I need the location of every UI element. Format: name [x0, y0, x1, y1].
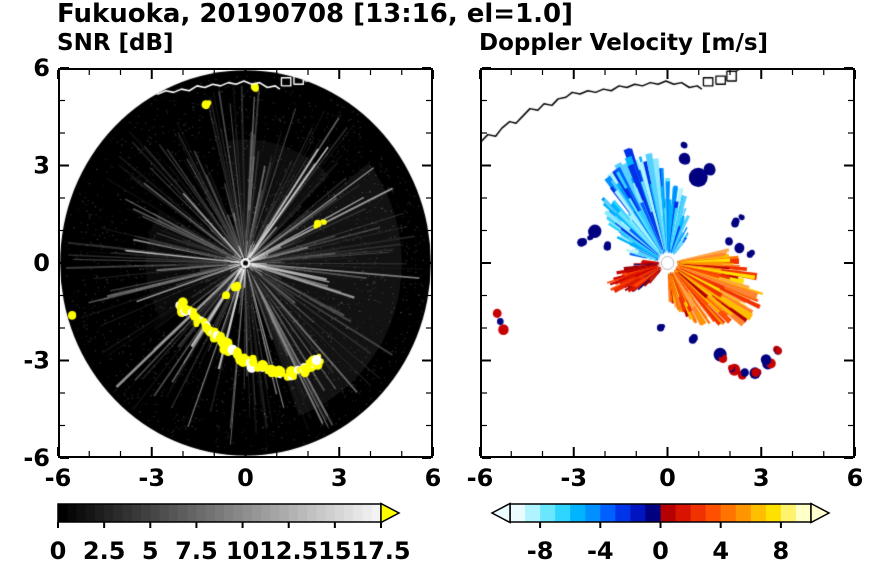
x-tick-label: -6 — [467, 464, 494, 492]
doppler-colorbar-segment — [750, 504, 767, 522]
doppler-colorbar-tick-label: -4 — [587, 537, 614, 565]
doppler-radar-image — [480, 68, 855, 458]
snr-colorbar-segment — [325, 504, 336, 522]
x-tick-label: 3 — [753, 464, 770, 492]
snr-colorbar-segment — [371, 504, 382, 522]
doppler-colorbar-segment — [570, 504, 586, 522]
snr-colorbar-segment — [76, 504, 87, 522]
snr-colorbar-segment — [362, 504, 373, 522]
y-tick-label: -6 — [23, 444, 50, 472]
snr-colorbar-tick-label: 5 — [142, 537, 159, 565]
doppler-colorbar-segment — [660, 504, 677, 522]
x-tick-label: 6 — [847, 464, 864, 492]
x-tick-label: 0 — [659, 464, 676, 492]
x-tick-label: 3 — [331, 464, 348, 492]
doppler-colorbar-segment — [600, 504, 616, 522]
doppler-colorbar-under-arrow — [490, 502, 511, 524]
snr-colorbar-segment — [224, 504, 234, 522]
snr-colorbar-segment — [159, 504, 170, 522]
figure-title: Fukuoka, 20190708 [13:16, el=1.0] — [57, 0, 574, 29]
x-tick-label: 6 — [425, 464, 442, 492]
doppler-colorbar-segment — [675, 504, 692, 522]
doppler-colorbar-segment — [555, 504, 571, 522]
doppler-colorbar-segment — [540, 504, 556, 522]
x-tick-label: -3 — [560, 464, 587, 492]
snr-colorbar-segment — [177, 504, 188, 522]
snr-colorbar-segment — [353, 504, 364, 522]
doppler-colorbar-segment — [585, 504, 601, 522]
x-tick-label: -3 — [138, 464, 165, 492]
y-tick-label: 6 — [33, 54, 50, 82]
doppler-colorbar-segment — [630, 504, 647, 522]
snr-colorbar-segment — [233, 504, 244, 522]
doppler-colorbar-segment — [525, 504, 541, 522]
snr-colorbar-segment — [334, 504, 345, 522]
snr-colorbar-tick-label: 15 — [318, 537, 351, 565]
snr-colorbar-segment — [168, 504, 179, 522]
doppler-colorbar-tick-label: 0 — [652, 537, 669, 565]
doppler-colorbar-segment — [720, 504, 737, 522]
snr-colorbar-segment — [214, 504, 225, 522]
doppler-colorbar-segment — [645, 504, 662, 522]
y-tick-label: 0 — [33, 249, 50, 277]
doppler-colorbar-over-arrow — [810, 502, 831, 524]
snr-colorbar-segment — [122, 504, 133, 522]
y-tick-label: -3 — [23, 347, 50, 375]
plot-frame — [480, 68, 855, 458]
snr-colorbar-segment — [187, 504, 198, 522]
snr-colorbar-tick-label: 10 — [226, 537, 259, 565]
snr-colorbar-segment — [131, 504, 142, 522]
snr-colorbar-segment — [270, 504, 281, 522]
snr-colorbar-segment — [85, 504, 96, 522]
snr-panel-title: SNR [dB] — [57, 30, 174, 56]
snr-colorbar-segment — [316, 504, 327, 522]
doppler-colorbar-segment — [735, 504, 752, 522]
x-tick-label: -6 — [45, 464, 72, 492]
snr-colorbar-tick-label: 0 — [50, 537, 67, 565]
snr-colorbar-segment — [150, 504, 161, 522]
snr-colorbar-segment — [104, 504, 114, 522]
snr-colorbar-segment — [196, 504, 207, 522]
snr-colorbar-segment — [344, 504, 354, 522]
y-tick-label: 3 — [33, 152, 50, 180]
doppler-colorbar-segment — [690, 504, 707, 522]
snr-colorbar-segment — [261, 504, 271, 522]
doppler-colorbar-segment — [705, 504, 722, 522]
doppler-colorbar-segment — [510, 504, 526, 522]
snr-colorbar-segment — [141, 504, 151, 522]
doppler-colorbar-segment — [765, 504, 782, 522]
snr-colorbar-segment — [307, 504, 317, 522]
plot-frame — [58, 68, 433, 458]
doppler-colorbar-segment — [795, 504, 812, 522]
doppler-colorbar-tick-label: -8 — [527, 537, 554, 565]
snr-colorbar-segment — [242, 504, 253, 522]
snr-colorbar-segment — [205, 504, 216, 522]
doppler-colorbar-tick-label: 8 — [773, 537, 790, 565]
doppler-colorbar-segment — [780, 504, 797, 522]
snr-colorbar-over-arrow — [380, 502, 401, 524]
snr-colorbar-tick-label: 7.5 — [175, 537, 218, 565]
doppler-colorbar-tick-label: 4 — [712, 537, 729, 565]
snr-radar-image — [58, 68, 433, 458]
x-tick-label: 0 — [237, 464, 254, 492]
snr-colorbar-tick-label: 12.5 — [259, 537, 318, 565]
doppler-colorbar-segment — [615, 504, 631, 522]
snr-colorbar-segment — [251, 504, 262, 522]
snr-colorbar-segment — [58, 504, 68, 522]
snr-colorbar-segment — [279, 504, 290, 522]
snr-colorbar-segment — [297, 504, 308, 522]
snr-colorbar-segment — [113, 504, 124, 522]
snr-colorbar-tick-label: 2.5 — [83, 537, 126, 565]
snr-colorbar-segment — [67, 504, 78, 522]
doppler-panel-title: Doppler Velocity [m/s] — [479, 30, 769, 56]
snr-colorbar-tick-label: 17.5 — [351, 537, 410, 565]
snr-colorbar-segment — [94, 504, 105, 522]
snr-colorbar-segment — [288, 504, 299, 522]
